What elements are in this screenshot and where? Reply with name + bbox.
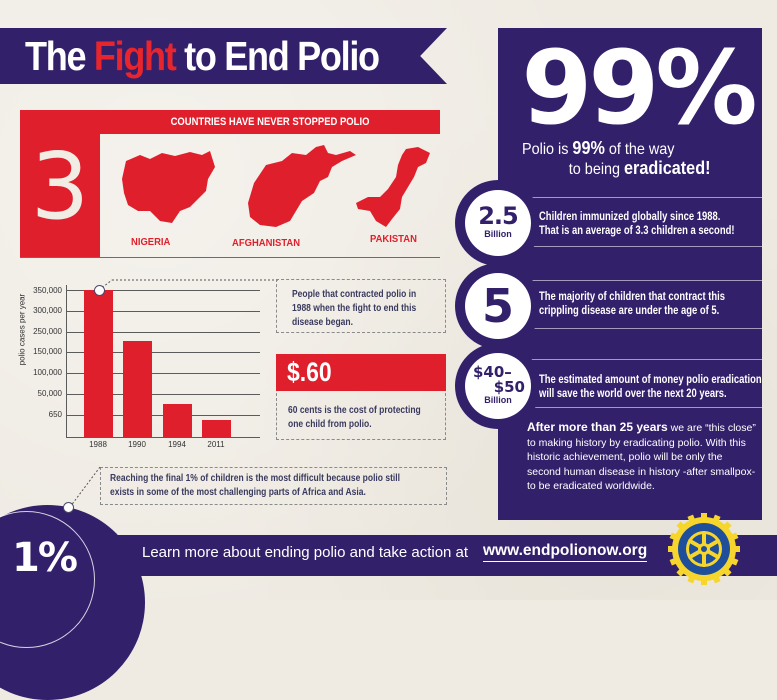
stat-circle-1: 2.5 Billion — [465, 190, 531, 256]
final-percent-box — [100, 467, 447, 505]
y-axis — [66, 285, 67, 437]
grid-line — [66, 394, 260, 395]
x-axis — [66, 437, 260, 438]
grid-line — [66, 290, 260, 291]
countries-header-bar — [100, 110, 440, 134]
count-block — [20, 110, 100, 257]
countries-header: COUNTRIES HAVE NEVER STOPPED POLIO — [170, 116, 370, 128]
country-label-nigeria: NIGERIA — [131, 236, 171, 248]
countries-count: 3 — [30, 133, 90, 240]
stat-text-3-line2: will save the world over the next 20 yea… — [539, 388, 727, 400]
nigeria-map-icon — [122, 151, 215, 223]
x-tick: 1990 — [128, 440, 146, 449]
right-stats-panel — [498, 28, 762, 520]
stat-value-2: 5 — [481, 279, 514, 333]
grid-line — [66, 332, 260, 333]
y-tick: 100,000 — [33, 368, 62, 377]
bar-1988 — [84, 290, 113, 437]
countries-section: COUNTRIES HAVE NEVER STOPPED POLIO 3 — [20, 110, 440, 258]
bar-1994 — [163, 404, 192, 437]
stat-circle-3: $40– $50 Billion — [465, 353, 531, 419]
grid-line — [66, 373, 260, 374]
stat-text-3-line1: The estimated amount of money polio erad… — [539, 374, 762, 386]
stat-text-2-line1: The majority of children that contract t… — [539, 291, 726, 303]
headline-tagline: Polio is 99% of the way to being eradica… — [522, 138, 711, 179]
grid-line — [66, 311, 260, 312]
bar-1990 — [123, 341, 152, 437]
stat-text-2-line2: crippling disease are under the age of 5… — [539, 305, 720, 317]
y-tick: 250,000 — [33, 327, 62, 336]
y-tick: 150,000 — [33, 347, 62, 356]
polio-cases-chart: polio cases per year 350,000 300,000 250… — [0, 270, 262, 460]
divider — [520, 328, 762, 329]
x-tick: 1988 — [89, 440, 107, 449]
stat-circle-2: 5 — [465, 273, 531, 339]
stat-value-3-line1: $40– — [473, 363, 512, 381]
callout-1988-line2: 1988 when the fight to end this — [292, 303, 417, 314]
afghanistan-map-icon — [248, 145, 356, 227]
stat-value-1: 2.5 — [478, 202, 519, 230]
callout-box-1988 — [276, 279, 446, 333]
pakistan-map-icon — [356, 147, 430, 227]
divider — [520, 280, 762, 281]
divider — [498, 197, 762, 198]
headline-percentage: 99% — [521, 29, 757, 148]
y-tick: 350,000 — [33, 286, 62, 295]
stat-unit-3: Billion — [484, 395, 512, 405]
closing-paragraph: After more than 25 years we are “this cl… — [527, 420, 756, 492]
stat-value-3-line2: $50 — [493, 378, 525, 396]
y-tick: 50,000 — [37, 389, 62, 398]
divider — [520, 359, 762, 360]
final-percent-line1: Reaching the final 1% of children is the… — [110, 473, 400, 484]
marker-1pct — [63, 502, 74, 513]
callout-1988-line3: disease began. — [292, 317, 353, 328]
country-label-afghanistan: AFGHANISTAN — [232, 237, 301, 249]
y-tick: 300,000 — [33, 306, 62, 315]
callout-connector-1pct — [69, 466, 101, 508]
callout-connector-1988 — [98, 279, 279, 291]
country-label-pakistan: PAKISTAN — [370, 233, 417, 245]
title-accent-word: Fight — [93, 33, 177, 79]
price-value: $.60 — [287, 357, 332, 387]
cost-line2: one child from polio. — [288, 419, 372, 430]
one-percent-stat: 1% — [12, 535, 78, 581]
y-tick: 650 — [48, 410, 62, 419]
price-banner — [276, 354, 446, 391]
rotary-logo-icon — [668, 513, 740, 585]
x-tick: 1994 — [168, 440, 186, 449]
divider — [520, 407, 762, 408]
bar-2011 — [202, 420, 231, 437]
final-percent-line2: exists in some of the most challenging p… — [110, 487, 366, 498]
cta-text: Learn more about ending polio and take a… — [142, 544, 469, 561]
callout-1988-line1: People that contracted polio in — [292, 289, 417, 300]
cost-line1: 60 cents is the cost of protecting — [288, 405, 421, 416]
marker-1988 — [94, 285, 105, 296]
grid-line — [66, 352, 260, 353]
x-tick: 2011 — [207, 440, 225, 449]
stat-unit-1: Billion — [484, 229, 512, 239]
stat-text-1-line2: That is an average of 3.3 children a sec… — [539, 225, 735, 237]
page-title: The Fight to End Polio — [25, 33, 380, 79]
endpolionow-link[interactable]: www.endpolionow.org — [483, 541, 648, 562]
divider — [520, 246, 762, 247]
stat-text-1-line1: Children immunized globally since 1988. — [539, 211, 721, 223]
title-ribbon — [0, 28, 447, 84]
